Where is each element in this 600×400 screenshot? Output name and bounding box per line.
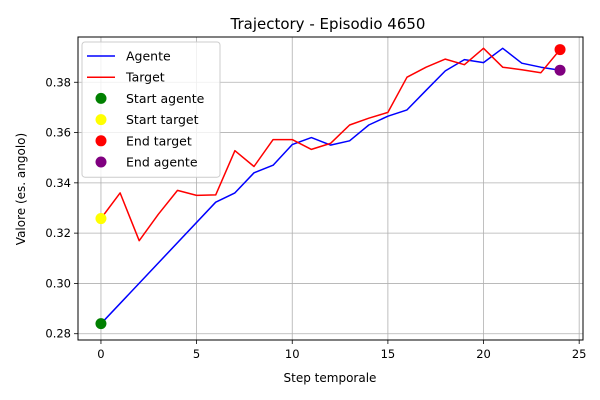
y-tick-label: 0.30 xyxy=(45,276,71,290)
y-tick-label: 0.38 xyxy=(45,75,71,89)
marker-start-agente xyxy=(95,318,107,330)
x-tick-label: 25 xyxy=(572,347,587,361)
x-axis-label: Step temporale xyxy=(284,371,377,385)
y-tick-label: 0.28 xyxy=(45,327,71,341)
series-line-target xyxy=(100,47,561,242)
series-line-agente xyxy=(100,47,561,325)
chart-title: Trajectory - Episodio 4650 xyxy=(230,15,426,33)
x-tick-label: 15 xyxy=(381,347,396,361)
legend-label: Target xyxy=(125,70,165,85)
legend-marker-end-agente xyxy=(95,156,107,168)
legend: Agente Target Start agente Start target End … xyxy=(81,41,221,178)
y-tick-label: 0.36 xyxy=(45,126,71,140)
legend-label: Start agente xyxy=(126,91,205,106)
x-tick-label: 5 xyxy=(193,347,200,361)
legend-frame xyxy=(81,41,221,178)
legend-label: Start target xyxy=(126,112,199,127)
gridlines xyxy=(78,37,583,340)
x-axis-ticks: 0 5 10 15 20 25 xyxy=(97,340,586,361)
marker-end-target xyxy=(554,44,566,56)
plot-frame xyxy=(77,36,584,341)
x-tick-label: 20 xyxy=(476,347,491,361)
legend-marker-start-agente xyxy=(95,92,107,104)
y-tick-label: 0.34 xyxy=(45,176,71,190)
marker-end-agente xyxy=(554,64,566,76)
marker-layer xyxy=(95,44,566,330)
x-tick-label: 0 xyxy=(97,347,104,361)
series-layer xyxy=(100,47,561,325)
legend-label: End agente xyxy=(126,155,198,170)
y-axis-ticks: 0.28 0.30 0.32 0.34 0.36 0.38 xyxy=(45,75,78,341)
marker-start-target xyxy=(95,213,107,225)
y-tick-label: 0.32 xyxy=(45,226,71,240)
legend-label: End target xyxy=(126,133,192,148)
legend-marker-start-target xyxy=(95,114,107,126)
legend-label: Agente xyxy=(126,49,171,64)
y-axis-label: Valore (es. angolo) xyxy=(14,133,28,245)
legend-marker-end-target xyxy=(95,135,107,147)
x-tick-label: 10 xyxy=(285,347,300,361)
